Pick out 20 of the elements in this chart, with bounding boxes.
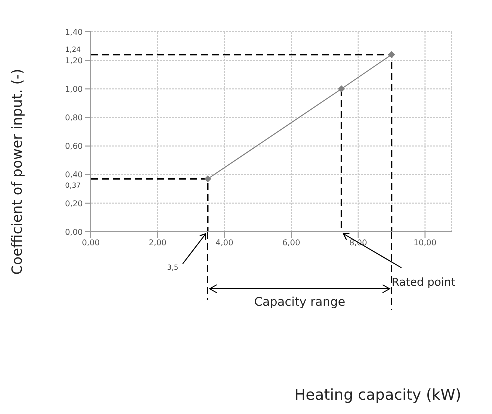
- point: [388, 51, 396, 58]
- x-tick-label: 10,00: [414, 238, 437, 248]
- y-tick-label: 0,20: [65, 199, 83, 208]
- text: Heating capacity (kW): [294, 386, 462, 404]
- x-tick-label: 6,00: [282, 238, 300, 248]
- y-tick-label: 0,80: [65, 114, 83, 123]
- x-tick-label: 4,00: [216, 238, 234, 248]
- point: [338, 86, 346, 93]
- x-tick-label: 2,00: [148, 238, 167, 248]
- y-tick-label: 0,00: [65, 228, 83, 237]
- y-tick-label: 0,40: [65, 170, 83, 180]
- point: [204, 176, 212, 183]
- y-tick-label: 0,60: [65, 142, 83, 152]
- y-tick-label: 1,20: [65, 56, 83, 66]
- y-tick-label: 1,40: [65, 28, 83, 37]
- y-tick-label: 1,00: [65, 84, 83, 94]
- annotation: Rated point: [392, 276, 456, 289]
- x-tick-label: 0,00: [82, 238, 100, 248]
- text: Capacity range: [254, 295, 346, 309]
- y-axis-title: Coefficient of power input. (-): [10, 68, 26, 276]
